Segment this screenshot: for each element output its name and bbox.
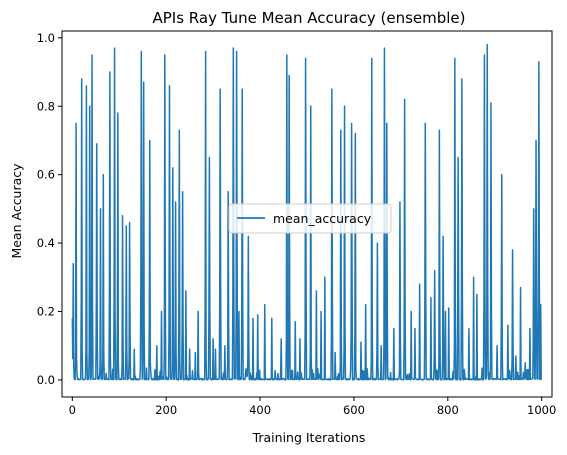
y-tick-label: 1.0 — [37, 31, 55, 45]
x-tick-label: 400 — [249, 403, 271, 417]
x-tick-label: 0 — [69, 403, 76, 417]
y-tick-label: 0.0 — [37, 373, 55, 387]
x-tick-label: 1000 — [527, 403, 556, 417]
chart-title: APIs Ray Tune Mean Accuracy (ensemble) — [152, 9, 465, 27]
plot-area — [71, 43, 542, 381]
axes: 0 200 400 600 800 1000 0.0 0.2 0.4 0.6 0.8 1.0 — [37, 30, 556, 417]
legend-box — [228, 203, 392, 234]
x-axis-label: Training Iterations — [252, 430, 366, 445]
x-tick-label: 200 — [155, 403, 177, 417]
series-line-mean-accuracy — [71, 43, 542, 381]
y-tick-label: 0.8 — [37, 99, 55, 113]
x-tick-label: 800 — [437, 403, 459, 417]
y-axis-label: Mean Accuracy — [9, 163, 24, 259]
legend-label: mean_accuracy — [273, 211, 372, 226]
y-tick-label: 0.2 — [37, 304, 55, 318]
y-tick-label: 0.4 — [37, 236, 55, 250]
y-tick-label: 0.6 — [37, 168, 55, 182]
axes-frame — [61, 30, 553, 398]
x-tick-label: 600 — [343, 403, 365, 417]
legend: mean_accuracy — [228, 203, 392, 234]
